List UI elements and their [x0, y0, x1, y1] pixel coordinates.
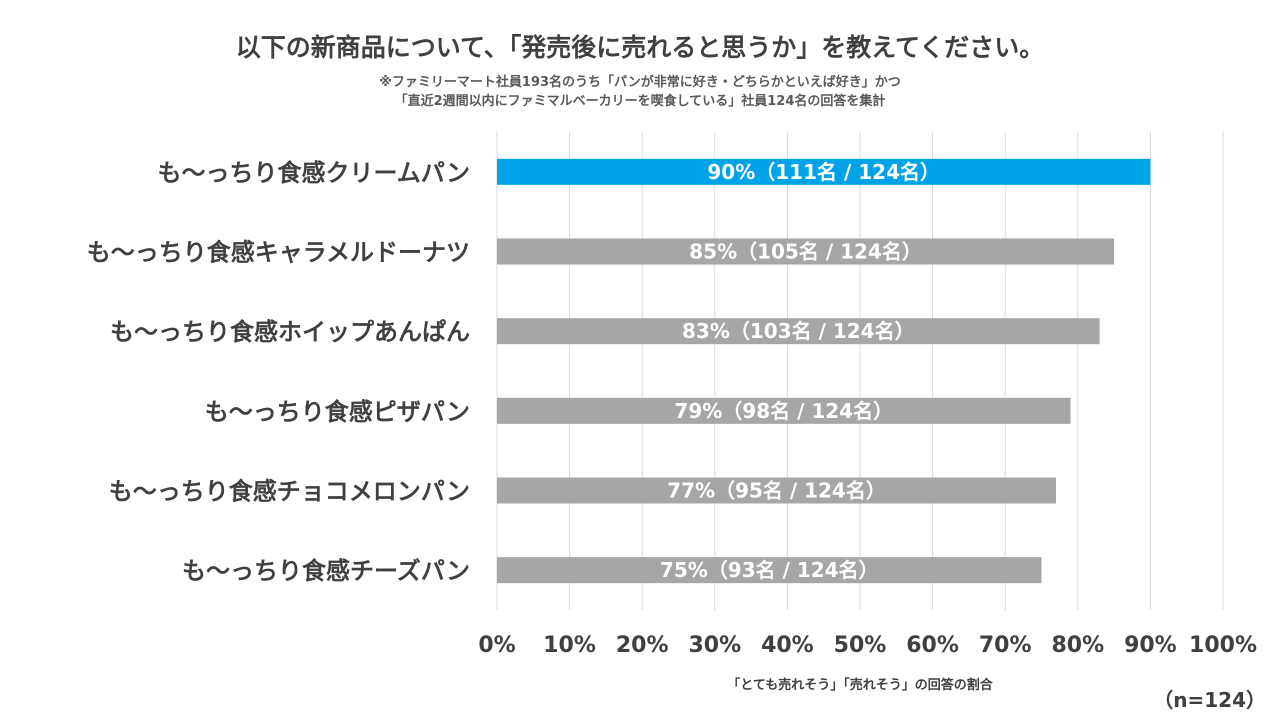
bar-data-label: 90%（111名 / 124名）	[707, 160, 940, 184]
category-label: も～っちり食感クリームパン	[158, 159, 470, 187]
bar-data-label: 79%（98名 / 124名）	[674, 399, 893, 423]
bar	[497, 318, 1100, 345]
x-tick-label: 90%	[1124, 633, 1177, 658]
x-axis-ticks: 0% 10% 20% 30% 40% 50% 60% 70% 80% 90% 100%	[478, 633, 1257, 658]
bar	[497, 158, 1151, 185]
x-tick-label: 60%	[906, 633, 959, 658]
chart-subtitle: ※ファミリーマート社員193名のうち「パンが非常に好き・どちらかといえば好き」か…	[0, 73, 1280, 111]
x-tick-label: 50%	[834, 633, 887, 658]
x-axis-title: 「とても売れそう」「売れそう」の回答の割合	[727, 678, 993, 693]
x-tick-label: 10%	[543, 633, 596, 658]
category-label: も～っちり食感ピザパン	[205, 398, 470, 426]
bar-data-label: 83%（103名 / 124名）	[682, 319, 915, 343]
gridlines	[496, 132, 1224, 610]
sample-size-label: （n=124）	[1153, 688, 1266, 712]
category-label: も～っちり食感ホイップあんぱん	[110, 318, 470, 346]
category-label: も～っちり食感キャラメルドーナツ	[87, 239, 470, 267]
category-label: も～っちり食感チョコメロンパン	[109, 478, 470, 506]
x-tick-label: 20%	[616, 633, 669, 658]
bar	[497, 238, 1115, 265]
subtitle-line-2: 「直近2週間以内にファミマルベーカリーを喫食している」社員124名の回答を集計	[394, 94, 886, 109]
bar	[497, 477, 1057, 504]
chart-title: 以下の新商品について、「発売後に売れると思うか」を教えてください。	[235, 33, 1045, 62]
bar-data-label: 85%（105名 / 124名）	[689, 240, 922, 264]
category-label: も～っちり食感チーズパン	[182, 557, 470, 585]
x-tick-label: 40%	[761, 633, 814, 658]
x-tick-label: 0%	[478, 633, 515, 658]
x-tick-label: 30%	[688, 633, 741, 658]
x-tick-label: 70%	[979, 633, 1032, 658]
x-tick-label: 80%	[1051, 633, 1104, 658]
bar	[497, 557, 1042, 584]
x-tick-label: 100%	[1189, 633, 1257, 658]
bar-data-label: 77%（95名 / 124名）	[667, 479, 886, 503]
bars: 90%（111名 / 124名） 85%（105名 / 124名） 83%（103名…	[497, 158, 1151, 584]
bar	[497, 397, 1071, 424]
category-labels: も～っちり食感クリームパンも～っちり食感キャラメルドーナツも～っちり食感ホイップ…	[87, 159, 470, 585]
subtitle-line-1: ※ファミリーマート社員193名のうち「パンが非常に好き・どちらかといえば好き」か…	[379, 75, 901, 90]
bar-data-label: 75%（93名 / 124名）	[660, 558, 879, 582]
